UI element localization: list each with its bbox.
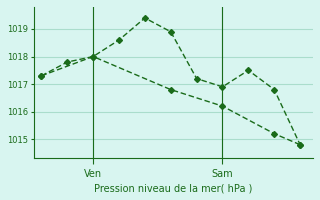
X-axis label: Pression niveau de la mer( hPa ): Pression niveau de la mer( hPa ) — [94, 183, 252, 193]
